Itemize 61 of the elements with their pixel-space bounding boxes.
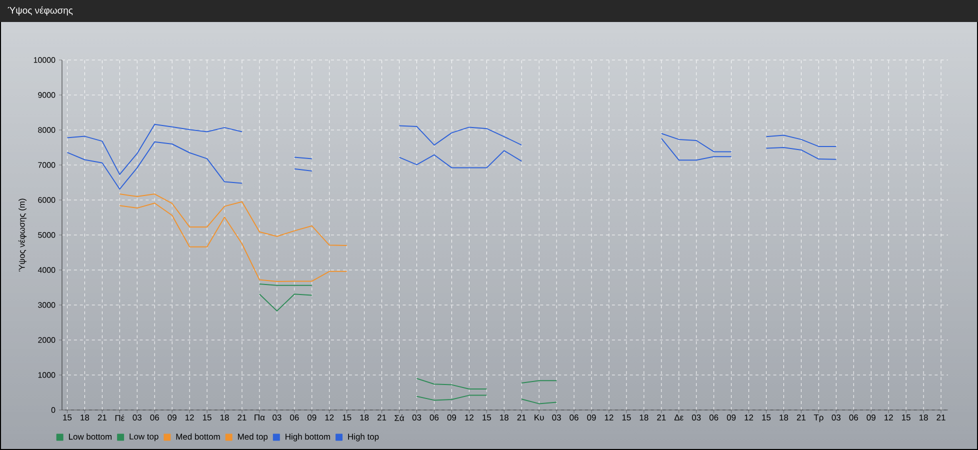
x-tick-label: 18 xyxy=(80,414,90,421)
x-tick-label: 18 xyxy=(780,414,788,421)
x-tick-label: 21 xyxy=(936,414,946,420)
x-tick-label: 09 xyxy=(168,414,176,421)
x-tick-label: 12 xyxy=(465,414,474,420)
x-tick-label: 21 xyxy=(98,414,106,420)
x-tick-label: 18 xyxy=(360,414,369,421)
x-tick-label: 09 xyxy=(587,414,596,421)
x-tick-label: Κυ xyxy=(534,414,544,420)
x-tick-label: 03 xyxy=(412,414,422,421)
chart-title: Ύψος νέφωσης xyxy=(8,6,73,16)
x-tick-label: 09 xyxy=(866,414,876,421)
x-tick-label: 06 xyxy=(430,414,439,421)
x-tick-label: 06 xyxy=(290,414,299,421)
x-tick-label: Τρ xyxy=(814,414,824,422)
x-tick-label: 12 xyxy=(884,414,893,420)
x-tick-label: 12 xyxy=(186,414,194,420)
x-tick-label: 21 xyxy=(796,414,806,420)
x-tick-label: Πα xyxy=(254,414,265,420)
x-tick-label: 21 xyxy=(517,414,526,420)
legend-label: Low top xyxy=(130,434,158,442)
line-series xyxy=(119,202,348,282)
x-tick-label: 18 xyxy=(919,414,928,421)
x-tick-label: 03 xyxy=(272,414,282,421)
legend-label: Low bottom xyxy=(68,433,112,440)
x-tick-label: Πέ xyxy=(115,414,124,421)
x-tick-label: 15 xyxy=(482,414,492,420)
legend-label: High bottom xyxy=(286,433,330,442)
legend-label: High top xyxy=(348,433,379,442)
x-tick-label: 15 xyxy=(342,414,352,420)
x-tick-label: 06 xyxy=(849,414,858,421)
x-tick-label: Σά xyxy=(394,414,404,421)
x-tick-label: 21 xyxy=(238,414,246,420)
x-tick-label: 06 xyxy=(570,414,578,421)
x-tick-label: 09 xyxy=(447,414,456,421)
x-tick-label: 06 xyxy=(150,414,159,421)
x-tick-label: 06 xyxy=(709,414,718,421)
x-tick-label: 03 xyxy=(132,414,142,421)
x-tick-label: 15 xyxy=(622,414,631,420)
x-tick-label: 09 xyxy=(308,414,316,421)
x-tick-label: 21 xyxy=(378,414,386,420)
x-tick-label: 03 xyxy=(692,414,701,421)
y-axis-title: Ύψος νέφωσης (m) xyxy=(18,198,26,272)
x-tick-label: 18 xyxy=(640,414,648,421)
x-tick-label: 03 xyxy=(832,414,841,421)
x-tick-label: 03 xyxy=(552,414,561,421)
x-tick-label: 18 xyxy=(220,414,229,421)
x-tick-label: 21 xyxy=(657,414,666,420)
x-tick-label: 12 xyxy=(604,414,614,420)
x-tick-label: 12 xyxy=(325,414,334,420)
x-tick-label: 15 xyxy=(762,414,771,420)
x-tick-label: 09 xyxy=(726,414,736,421)
legend-label: Med bottom xyxy=(176,433,220,440)
legend-label: Med top xyxy=(238,433,268,442)
x-tick-label: 18 xyxy=(500,414,508,421)
x-tick-label: 15 xyxy=(202,414,212,420)
x-tick-label: Δε xyxy=(674,414,684,420)
x-tick-label: 15 xyxy=(902,414,910,420)
x-tick-label: 12 xyxy=(744,414,754,420)
x-tick-label: 15 xyxy=(63,414,72,420)
line-series xyxy=(119,194,348,246)
